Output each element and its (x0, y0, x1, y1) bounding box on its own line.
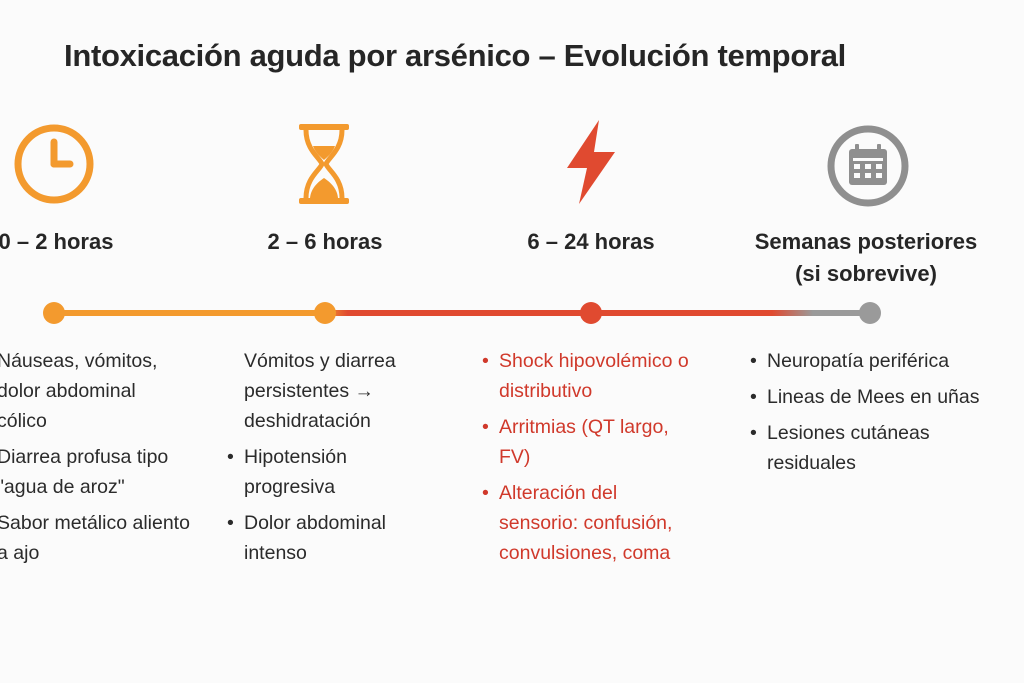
calendar-icon (827, 125, 909, 207)
phase-label-weeks-line1: Semanas posteriores (754, 229, 978, 254)
list-item: Sabor metálico aliento a ajo (0, 508, 190, 568)
list-item: Arritmias (QT largo, FV) (482, 412, 697, 472)
list-item: Neuropatía periférica (750, 346, 1000, 376)
phase-list-6-24h: Shock hipovolémico o distributivo Arritm… (482, 346, 697, 568)
phase-list-weeks: Neuropatía periférica Lineas de Mees en … (750, 346, 1000, 478)
phase-label-0-2h: 0 – 2 horas (0, 229, 114, 254)
timeline (43, 302, 881, 324)
timeline-marker-0-2h (43, 302, 65, 324)
clock-icon (14, 124, 94, 204)
list-item: Diarrea profusa tipo "agua de aroz" (0, 442, 190, 502)
list-item: Lesiones cutáneas residuales (750, 418, 1000, 478)
list-item: Vómitos y diarrea persistentes → deshidr… (244, 350, 396, 432)
phase-list-0-2h: Náuseas, vómitos, dolor abdominal cólico… (0, 346, 190, 568)
list-item: Náuseas, vómitos, dolor abdominal cólico (0, 346, 190, 436)
list-item: Shock hipovolémico o distributivo (482, 346, 697, 406)
phase-label-6-24h: 6 – 24 horas (527, 229, 655, 254)
page-title: Intoxicación aguda por arsénico – Evoluc… (64, 38, 846, 73)
list-item: Dolor abdominal intenso (227, 508, 427, 568)
list-item: Lineas de Mees en uñas (750, 382, 1000, 412)
phase-list-2-6h: Vómitos y diarrea persistentes → deshidr… (227, 346, 427, 568)
hourglass-icon (299, 124, 349, 204)
phase-label-weeks-line2: (si sobrevive) (795, 261, 937, 286)
list-item: Alteración del sensorio: confusión, conv… (482, 478, 697, 568)
timeline-marker-2-6h (314, 302, 336, 324)
timeline-marker-6-24h (580, 302, 602, 324)
timeline-line (54, 310, 870, 316)
timeline-marker-weeks (859, 302, 881, 324)
phase-label-2-6h: 2 – 6 horas (267, 229, 383, 254)
list-item: Hipotensión progresiva (227, 442, 427, 502)
lightning-icon (567, 120, 615, 204)
phase-label-weeks: Semanas posteriores (si sobrevive) (726, 226, 1006, 290)
